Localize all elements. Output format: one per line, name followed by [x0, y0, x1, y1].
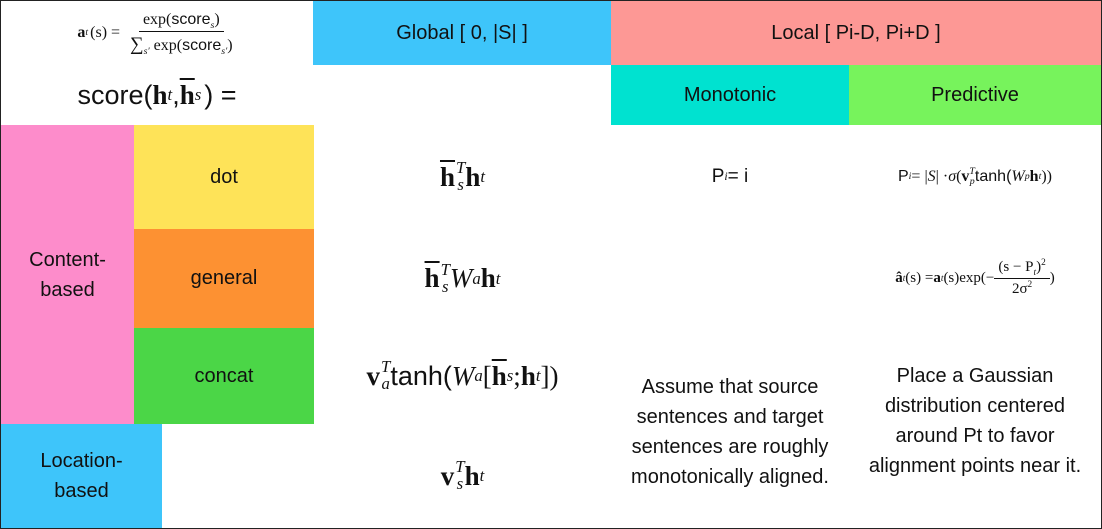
location-s: s	[456, 474, 464, 493]
header-predictive: Predictive	[849, 65, 1101, 125]
pred-mid: | ·	[935, 168, 949, 185]
gauss-arg: (s) =	[905, 270, 934, 286]
location-T: T	[455, 457, 465, 477]
pred-sigma: σ	[948, 168, 957, 185]
location-based-label: Location- based	[40, 450, 123, 502]
header-local: Local [ Pi-D, Pi+D ]	[611, 1, 1101, 65]
header-global-label: Global [ 0, |S| ]	[396, 21, 528, 44]
gauss-fraction: (s − Pt)2 2σ2	[994, 258, 1050, 298]
pred-W: W	[1011, 168, 1025, 185]
concat-a: a	[381, 374, 390, 393]
den-exp: exp(	[149, 36, 183, 54]
header-monotonic-label: Monotonic	[683, 83, 777, 106]
concat-hbar: h	[491, 360, 507, 391]
dot-s: s	[457, 175, 464, 194]
gauss-num: (s − P	[998, 259, 1034, 275]
general-T: T	[440, 259, 450, 279]
content-based-label: Content- based	[29, 248, 106, 301]
header-local-label: Local [ Pi-D, Pi+D ]	[771, 21, 941, 44]
monotonic-description: Assume that source sentences and target …	[611, 336, 849, 528]
pred-T: T	[969, 166, 975, 178]
pred-close: ))	[1041, 168, 1052, 185]
gauss-a: a	[933, 270, 941, 286]
header-predictive-label: Predictive	[931, 83, 1019, 106]
general-W: W	[449, 263, 473, 293]
score-fn: score(	[77, 79, 153, 110]
den-close: )	[227, 36, 233, 54]
predictive-description: Place a Gaussian distribution centered a…	[849, 336, 1101, 506]
a-symbol: a	[77, 24, 86, 41]
content-based-cell: Content- based	[1, 125, 134, 424]
monotonic-description-text: Assume that source sentences and target …	[631, 376, 829, 488]
concat-h: h	[520, 360, 536, 391]
softmax-fraction: exp(scores) ∑s′ exp(scores′)	[126, 10, 237, 57]
num-exp: exp(	[142, 10, 172, 28]
score-hbar: h	[179, 79, 195, 110]
method-concat: concat	[134, 328, 314, 424]
concat-v: v	[366, 360, 381, 391]
pred-h: h	[1029, 168, 1039, 185]
mono-P: P	[711, 166, 725, 187]
score-label: score(h t, h s) =	[77, 79, 237, 110]
score-comma: ,	[172, 79, 180, 110]
num-score: score	[171, 10, 211, 28]
method-general: general	[134, 229, 314, 328]
gaussian-formula: â t (s) = a t (s)exp(− (s − Pt)2 2σ2 )	[895, 258, 1055, 298]
dot-h: h	[465, 161, 481, 192]
gauss-ahat: â	[895, 270, 903, 286]
num-close: )	[214, 10, 220, 28]
score-h: h	[152, 79, 168, 110]
concat-close: ])	[540, 360, 559, 391]
pred-open: (	[956, 168, 962, 185]
concat-semi: ;	[513, 360, 521, 391]
score-close: ) =	[204, 79, 237, 110]
dot-hbar: h	[439, 161, 456, 192]
method-dot: dot	[134, 125, 314, 229]
method-general-label: general	[190, 267, 258, 289]
header-global: Global [ 0, |S| ]	[313, 1, 611, 65]
pred-v: v	[961, 168, 970, 185]
gauss-arg2: (s)exp(−	[943, 270, 995, 286]
mono-eq: = i	[727, 166, 749, 187]
header-monotonic: Monotonic	[611, 65, 849, 125]
pred-S: S	[927, 168, 936, 185]
lhs-arg: (s) =	[90, 24, 121, 41]
gauss-num-t: t	[1033, 268, 1037, 278]
den-score: score	[182, 36, 222, 54]
general-hbar: h	[424, 263, 440, 293]
sum-sub: s′	[143, 45, 150, 57]
pred-P: P	[897, 168, 909, 185]
gauss-num-close: )	[1036, 259, 1042, 275]
method-concat-label: concat	[194, 364, 254, 387]
general-h: h	[480, 263, 496, 293]
general-s: s	[441, 276, 449, 296]
dot-T: T	[456, 158, 466, 178]
location-based-cell: Location- based	[1, 424, 162, 528]
gauss-num-sq: 2	[1041, 258, 1046, 268]
location-v: v	[440, 460, 455, 491]
method-dot-label: dot	[210, 165, 238, 188]
concat-W: W	[451, 360, 475, 391]
concat-tanh: tanh(	[390, 360, 452, 391]
gauss-den: 2σ	[1011, 281, 1028, 297]
sum-symbol: ∑	[130, 33, 144, 55]
gauss-close: )	[1049, 270, 1055, 286]
location-h: h	[464, 460, 480, 491]
pred-tanh: tanh(	[974, 168, 1012, 185]
predictive-description-text: Place a Gaussian distribution centered a…	[868, 365, 1082, 477]
pred-p: p	[969, 176, 975, 187]
den-sub: s′	[221, 45, 228, 57]
concat-T: T	[381, 357, 391, 377]
concat-bracket: [	[482, 360, 492, 391]
gauss-den-sq: 2	[1027, 280, 1033, 290]
num-sub: s	[210, 19, 215, 31]
pred-eq: = |	[911, 168, 928, 185]
